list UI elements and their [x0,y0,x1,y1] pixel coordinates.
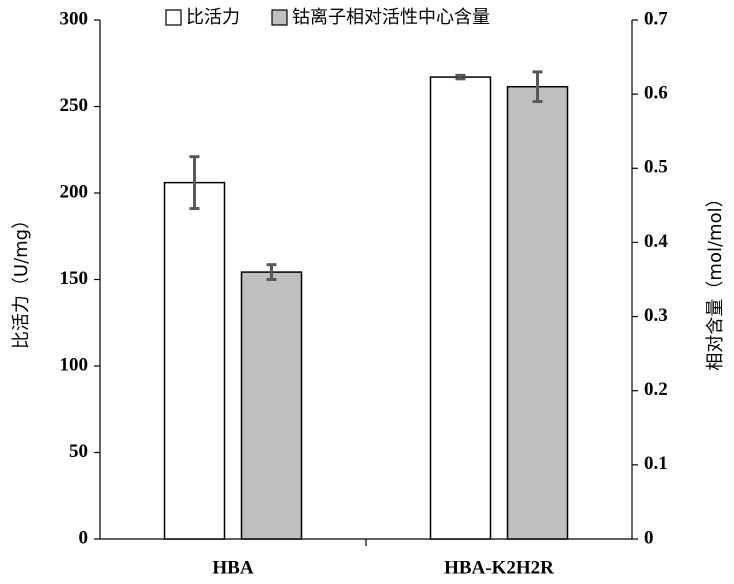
chart: 比活力（U/mg） 相对含量（mol/mol） 0 50 100 150 200 250 3… [0,0,734,584]
bar [431,77,491,539]
x-tick-label: HBA-K2H2R [444,557,554,578]
y2-tick-label: 0 [644,527,654,548]
y-tick-label: 100 [60,354,89,375]
y2-tick-label: 0.7 [644,8,668,29]
y2-tick-label: 0.4 [644,231,668,252]
y-tick-label: 300 [60,8,89,29]
y-tick-label: 0 [79,527,89,548]
y2-tick-label: 0.1 [644,453,668,474]
y-tick-label: 200 [60,181,89,202]
y-tick-label: 150 [60,268,89,289]
y2-tick-label: 0.5 [644,157,668,178]
y2-axis-title: 相对含量（mol/mol） [705,189,726,370]
legend-swatch [166,10,181,25]
y-tick-label: 50 [69,441,88,462]
y2-tick-label: 0.3 [644,305,668,326]
bar [242,272,302,539]
bar [508,87,568,539]
legend-text: 钴离子相对活性中心含量 [292,7,490,28]
y-tick-label: 250 [60,95,89,116]
legend-text: 比活力 [186,7,240,28]
y2-tick-label: 0.2 [644,379,668,400]
page: {"chart_data": {"type": "bar", "categori… [0,0,734,584]
legend-swatch [272,10,287,25]
bar [165,183,225,539]
y2-tick-label: 0.6 [644,83,668,104]
x-tick-label: HBA [212,557,253,578]
y-axis-title: 比活力（U/mg） [11,211,32,349]
